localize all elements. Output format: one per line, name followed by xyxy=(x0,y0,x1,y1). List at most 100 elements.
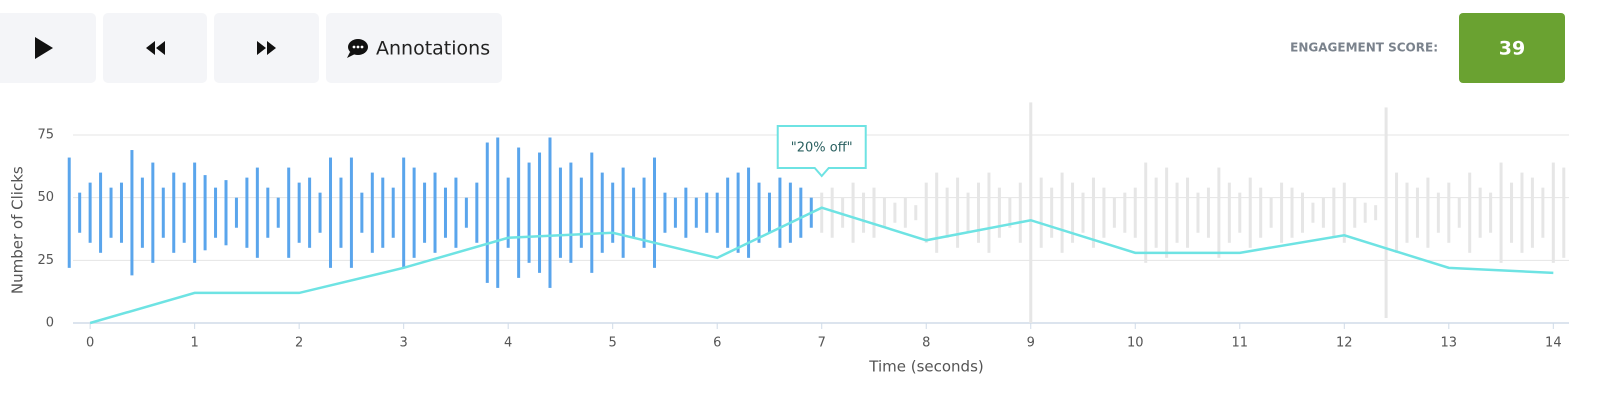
waveform-bar xyxy=(1311,202,1315,223)
x-tick-label: 11 xyxy=(1232,336,1249,351)
waveform-bar xyxy=(1186,177,1190,248)
waveform-bar xyxy=(997,187,1001,238)
waveform-bar xyxy=(757,182,761,243)
waveform-bar xyxy=(1290,187,1294,238)
waveform-bar xyxy=(851,182,855,243)
waveform-bar xyxy=(1510,182,1514,243)
x-tick-label: 7 xyxy=(818,336,826,351)
forward-icon xyxy=(257,41,276,55)
waveform-bar xyxy=(119,182,123,243)
waveform-bar xyxy=(464,197,468,228)
waveform-bar xyxy=(945,187,949,238)
waveform-bar xyxy=(276,197,280,228)
waveform-bar xyxy=(579,177,583,248)
waveform-bar xyxy=(1227,182,1231,243)
waveform-bar xyxy=(632,187,636,238)
x-tick-label: 4 xyxy=(504,336,512,351)
waveform-bar xyxy=(569,162,573,263)
waveform-bar xyxy=(1112,197,1116,228)
waveform-bar xyxy=(600,172,604,253)
waveform-bar xyxy=(1050,187,1054,238)
waveform-bar xyxy=(1123,192,1127,233)
x-tick-label: 0 xyxy=(86,336,94,351)
x-tick-label: 9 xyxy=(1027,336,1035,351)
waveform-bar xyxy=(88,182,92,243)
annotation-text: "20% off" xyxy=(791,141,853,156)
waveform-bar xyxy=(140,177,144,248)
waveform-bar xyxy=(893,202,897,223)
waveform-bar xyxy=(349,157,353,268)
waveform-bar xyxy=(1102,187,1106,238)
waveform-bar xyxy=(172,172,176,253)
waveform-bar xyxy=(924,182,928,243)
forward-button[interactable] xyxy=(214,13,319,83)
annotations-button[interactable] xyxy=(326,13,502,83)
waveform-bar xyxy=(987,172,991,253)
waveform-bar xyxy=(767,192,771,233)
waveform-bar xyxy=(329,157,333,268)
waveform-bar xyxy=(1426,177,1430,248)
waveform-bar xyxy=(1468,172,1472,253)
waveform-bar xyxy=(1541,187,1545,238)
x-tick-label: 14 xyxy=(1545,336,1562,351)
waveform-bar xyxy=(527,162,531,263)
y-axis-label: Number of Clicks xyxy=(9,166,27,294)
waveform-bar xyxy=(423,182,427,243)
waveform-bar xyxy=(67,157,71,268)
waveform-bar xyxy=(151,162,155,263)
y-tick-label: 0 xyxy=(46,316,54,331)
waveform-bar xyxy=(1091,177,1095,248)
waveform-bar xyxy=(778,177,782,248)
waveform-bar xyxy=(862,192,866,233)
waveform-bar xyxy=(287,167,291,258)
waveform-bar xyxy=(360,192,364,233)
x-tick-label: 12 xyxy=(1336,336,1353,351)
waveform-bar xyxy=(914,205,918,221)
x-axis-label: Time (seconds) xyxy=(868,358,984,376)
x-tick-label: 13 xyxy=(1441,336,1458,351)
waveform-bar xyxy=(1217,167,1221,258)
waveform-bar xyxy=(736,172,740,253)
waveform-bar xyxy=(538,152,542,273)
waveform-bar xyxy=(475,182,479,243)
waveform-bar xyxy=(1489,192,1493,233)
waveform-bar xyxy=(653,157,657,268)
waveform-bar xyxy=(1520,172,1524,253)
waveform-bar xyxy=(224,180,228,246)
toolbar: Annotations ENGAGEMENT SCORE: 39 xyxy=(0,13,1565,83)
waveform-bar xyxy=(339,177,343,248)
waveform-bar xyxy=(558,167,562,258)
waveform-bar xyxy=(1405,182,1409,243)
waveform-bar xyxy=(370,172,374,253)
waveform-bar xyxy=(381,177,385,248)
y-tick-label: 50 xyxy=(37,190,54,205)
waveform-bar xyxy=(402,157,406,268)
waveform-bar xyxy=(747,167,751,258)
waveform-bar xyxy=(1238,192,1242,233)
waveform-bar xyxy=(412,167,416,258)
waveform-bar xyxy=(234,197,238,228)
waveform-bar xyxy=(1154,177,1158,248)
waveform-bar xyxy=(694,197,698,228)
waveform-bar xyxy=(705,192,709,233)
waveform-bar xyxy=(1196,192,1200,233)
waveform-bar xyxy=(485,142,489,283)
annotation-box xyxy=(776,125,867,178)
waveform-bar xyxy=(1321,197,1325,228)
x-tick-label: 5 xyxy=(609,336,617,351)
waveform-bar xyxy=(956,177,960,248)
waveform-bar xyxy=(1332,187,1336,238)
waveform-bar xyxy=(830,187,834,238)
waveform-bar xyxy=(663,192,667,233)
waveform-bar xyxy=(1039,177,1043,248)
waveform-bar xyxy=(454,177,458,248)
waveform-bar xyxy=(517,147,521,278)
waveform-bar xyxy=(1374,205,1378,221)
waveform-bar xyxy=(611,182,615,243)
waveform-bar xyxy=(673,197,677,228)
waveform-bar xyxy=(99,172,103,253)
waveform-bar xyxy=(182,182,186,243)
waveform-bar xyxy=(433,172,437,253)
engagement-box xyxy=(1459,13,1565,83)
